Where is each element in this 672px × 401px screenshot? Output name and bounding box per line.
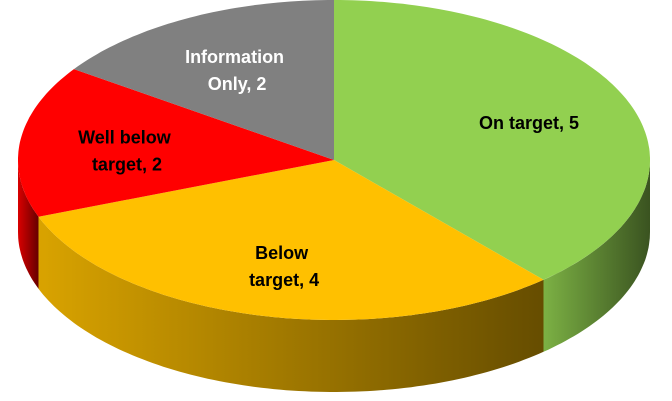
data-label: Information Only, 2 [185,47,289,94]
label-line: Well below [78,128,176,148]
label-line: Below [255,243,313,263]
data-label: Below target, 4 [249,243,319,290]
slice: Below target [38,160,544,320]
slice: Well below target [18,69,334,217]
slice-side [543,160,650,352]
label-line: Information [185,47,289,67]
label-line: target, 2 [92,155,162,175]
label-line: Only, 2 [208,74,267,94]
data-label: Well below target, 2 [78,128,176,175]
slice-side [18,160,39,289]
data-label: On target, 5 [479,113,579,133]
label-line: target, 4 [249,270,319,290]
slice: On target [334,0,650,280]
slice: Information Only [73,0,335,160]
slice-side [38,216,544,392]
